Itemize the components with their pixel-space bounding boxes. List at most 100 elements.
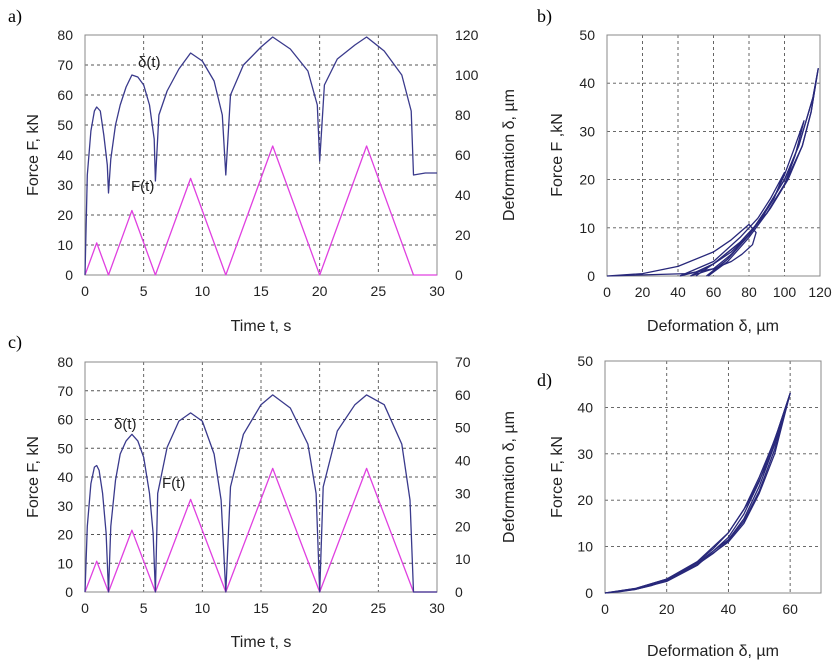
force-series-line (84, 145, 437, 276)
y-tick-label: 0 (585, 585, 593, 601)
x-tick-label: 30 (429, 600, 445, 616)
hysteresis-loop-line (604, 392, 791, 594)
x-tick-label: 20 (635, 284, 651, 300)
deformation-series-line (84, 394, 437, 593)
y-tick-label: 80 (57, 27, 73, 43)
x-tick-label: 0 (81, 600, 89, 616)
panel-c-xlabel: Time t, s (231, 634, 292, 651)
panel-a-label: a) (8, 6, 22, 27)
panel-a-annotation-delta: δ(t) (138, 54, 161, 71)
panel-a-ylabel: Force F, kN (25, 114, 42, 196)
hysteresis-loop-line (705, 68, 819, 277)
y-tick-label: 40 (57, 469, 73, 485)
y-right-tick-label: 40 (455, 453, 471, 469)
y-tick-label: 40 (57, 147, 73, 163)
y-tick-label: 60 (57, 412, 73, 428)
panel-d-ylabel: Force F, kN (549, 436, 566, 518)
y-tick-label: 30 (57, 498, 73, 514)
y-right-tick-label: 0 (455, 267, 463, 283)
hysteresis-loop-line (690, 120, 805, 277)
panel-d-label: d) (537, 370, 552, 391)
y-tick-label: 0 (587, 268, 595, 284)
force-series-line (84, 467, 437, 593)
y-right-tick-label: 0 (455, 584, 463, 600)
panel-c-label: c) (8, 332, 22, 353)
x-tick-label: 20 (659, 601, 675, 617)
y-tick-label: 0 (65, 584, 73, 600)
y-tick-label: 40 (577, 399, 593, 415)
y-tick-label: 80 (57, 354, 73, 370)
x-tick-label: 40 (670, 284, 686, 300)
y-right-tick-label: 60 (455, 147, 471, 163)
panel-d-xlabel: Deformation δ, µm (647, 643, 779, 660)
x-tick-label: 15 (253, 283, 269, 299)
y-tick-label: 40 (579, 75, 595, 91)
y-tick-label: 10 (579, 220, 595, 236)
y-tick-label: 20 (577, 492, 593, 508)
y-tick-label: 60 (57, 87, 73, 103)
y-tick-label: 50 (57, 440, 73, 456)
y-tick-label: 10 (57, 237, 73, 253)
y-right-tick-label: 50 (455, 420, 471, 436)
y-right-tick-label: 40 (455, 187, 471, 203)
panel-a-frame (84, 34, 438, 276)
y-tick-label: 20 (57, 207, 73, 223)
x-tick-label: 15 (253, 600, 269, 616)
y-right-tick-label: 20 (455, 227, 471, 243)
x-tick-label: 10 (195, 283, 211, 299)
y-tick-label: 70 (57, 383, 73, 399)
x-tick-label: 20 (312, 283, 328, 299)
x-tick-label: 5 (140, 600, 148, 616)
y-right-tick-label: 20 (455, 518, 471, 534)
y-tick-label: 50 (57, 117, 73, 133)
panel-b-xlabel: Deformation δ, µm (647, 318, 779, 335)
panel-c-annotation-force: F(t) (162, 475, 185, 492)
y-tick-label: 50 (577, 353, 593, 369)
y-tick-label: 30 (577, 446, 593, 462)
x-tick-label: 40 (721, 601, 737, 617)
panel-b-ylabel: Force F ,kN (549, 113, 566, 197)
y-tick-label: 30 (579, 123, 595, 139)
panel-b: b) 0 20 40 60 80 100 120 0 10 20 30 40 50 Deformatio… (537, 6, 832, 335)
panel-a: a) 0 5 10 15 20 25 30 0 10 20 30 40 50 60 70 80 0 20 40 60 8… (8, 6, 518, 335)
panel-c: c) 0 5 10 15 20 25 30 0 10 20 30 40 50 60 70 80 0 10 20 30 4… (8, 332, 518, 651)
y-tick-label: 20 (579, 172, 595, 188)
panel-a-annotation-force: F(t) (131, 178, 154, 195)
y-right-tick-label: 70 (455, 354, 471, 370)
y-tick-label: 30 (57, 177, 73, 193)
y-right-tick-label: 80 (455, 107, 471, 123)
y-tick-label: 10 (57, 555, 73, 571)
panel-a-xlabel: Time t, s (231, 318, 292, 335)
y-right-tick-label: 10 (455, 551, 471, 567)
x-tick-label: 120 (808, 284, 832, 300)
y-right-tick-label: 120 (455, 27, 479, 43)
panel-b-frame (606, 34, 821, 277)
x-tick-label: 25 (371, 600, 387, 616)
panel-d-frame (604, 360, 822, 594)
panel-a-ylabel-right: Deformation δ, µm (501, 89, 518, 221)
x-tick-label: 100 (773, 284, 797, 300)
hysteresis-loop-line (695, 68, 819, 277)
y-right-tick-label: 60 (455, 387, 471, 403)
panel-c-annotation-delta: δ(t) (114, 416, 137, 433)
x-tick-label: 20 (312, 600, 328, 616)
x-tick-label: 60 (782, 601, 798, 617)
x-tick-label: 30 (429, 283, 445, 299)
y-tick-label: 0 (65, 267, 73, 283)
y-right-tick-label: 100 (455, 67, 479, 83)
x-tick-label: 10 (195, 600, 211, 616)
x-tick-label: 0 (81, 283, 89, 299)
y-tick-label: 20 (57, 527, 73, 543)
panel-c-ylabel: Force F, kN (25, 436, 42, 518)
panel-c-ylabel-right: Deformation δ, µm (501, 411, 518, 543)
x-tick-label: 25 (371, 283, 387, 299)
x-tick-label: 80 (741, 284, 757, 300)
hysteresis-loop-line (604, 392, 791, 594)
y-tick-label: 70 (57, 57, 73, 73)
y-tick-label: 10 (577, 539, 593, 555)
x-tick-label: 60 (706, 284, 722, 300)
x-tick-label: 0 (603, 284, 611, 300)
panel-c-frame (84, 361, 438, 593)
